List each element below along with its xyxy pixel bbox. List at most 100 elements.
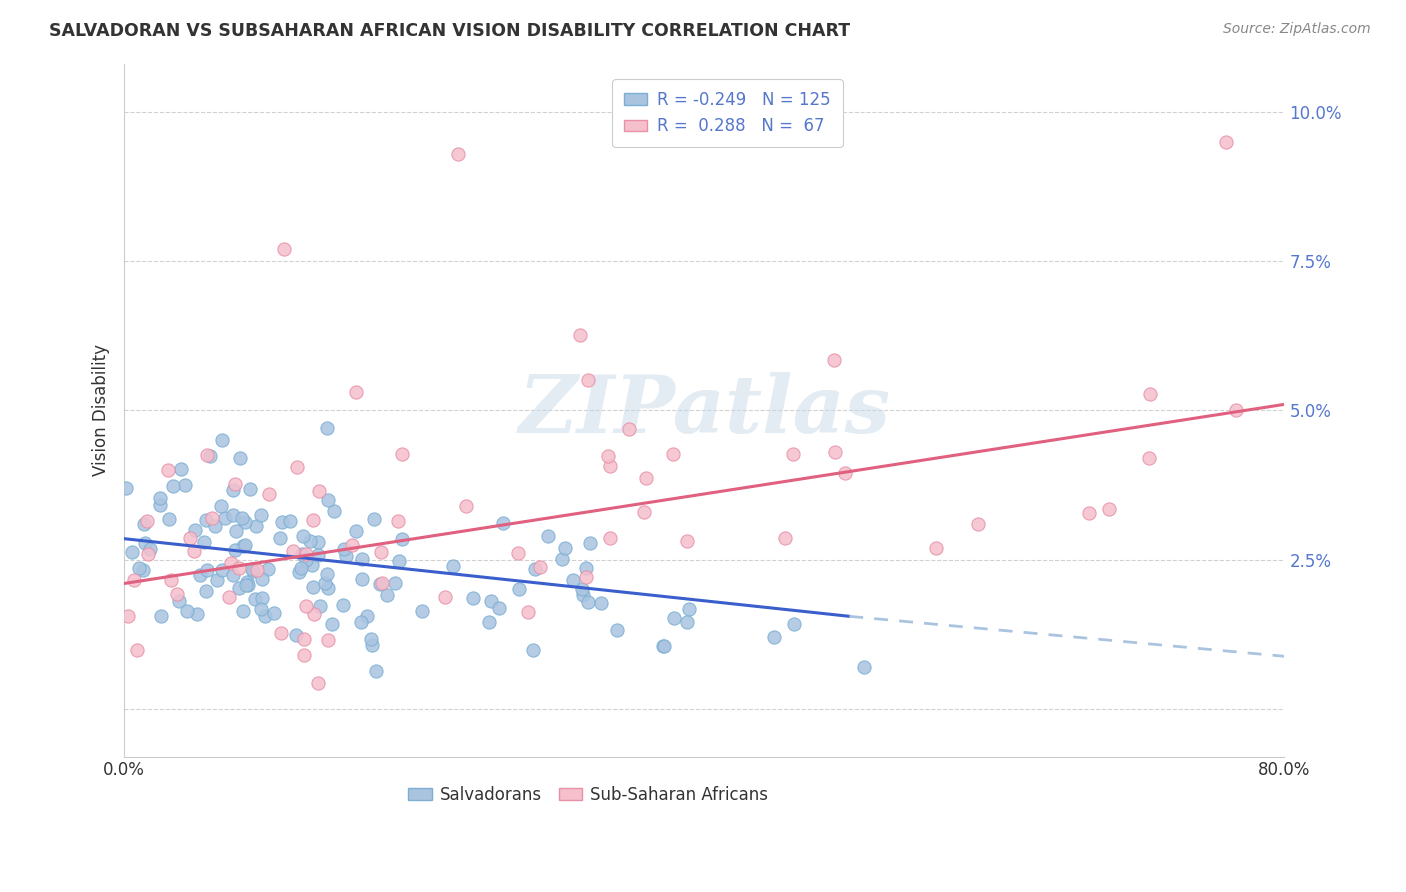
Point [309,599,332,613]
Point [370,575,392,590]
Point [204,519,226,533]
Point [323,504,346,518]
Point [285,460,308,475]
Point [307,675,329,690]
Point [245,591,267,606]
Point [207,573,229,587]
Point [135,514,157,528]
Point [292,648,315,662]
Point [384,575,406,590]
Point [211,434,233,448]
Point [291,548,314,562]
Point [925,541,948,555]
Point [232,539,254,553]
Point [316,633,339,648]
Point [270,626,292,640]
Point [174,478,197,492]
Point [270,516,292,530]
Point [1098,502,1121,516]
Point [308,484,330,499]
Point [463,591,485,606]
Point [211,562,233,576]
Point [561,573,583,587]
Point [356,609,378,624]
Point [150,608,173,623]
Point [179,531,201,545]
Point [170,462,193,476]
Point [263,606,285,620]
Point [239,482,262,496]
Point [676,534,699,549]
Point [762,630,785,644]
Point [391,447,413,461]
Point [447,146,470,161]
Point [606,624,628,638]
Point [224,542,246,557]
Point [283,543,305,558]
Point [167,594,190,608]
Point [598,449,620,463]
Point [232,603,254,617]
Point [250,508,273,522]
Point [254,609,277,624]
Point [370,545,392,559]
Point [834,466,856,480]
Point [235,578,257,592]
Point [273,242,295,256]
Point [1078,506,1101,520]
Text: SALVADORAN VS SUBSAHARAN AFRICAN VISION DISABILITY CORRELATION CHART: SALVADORAN VS SUBSAHARAN AFRICAN VISION … [49,22,851,40]
Point [117,609,139,624]
Point [290,561,312,575]
Point [222,483,245,498]
Point [314,576,336,591]
Point [292,632,315,646]
Point [576,595,599,609]
Point [388,554,411,568]
Point [443,559,465,574]
Point [307,548,329,562]
Point [250,591,273,605]
Point [391,533,413,547]
Point [291,528,314,542]
Point [246,563,269,577]
Point [194,584,217,599]
Point [162,479,184,493]
Point [122,573,145,587]
Y-axis label: Vision Disability: Vision Disability [93,344,110,476]
Point [224,476,246,491]
Point [193,534,215,549]
Point [506,545,529,559]
Point [508,582,530,596]
Point [350,615,373,629]
Point [228,582,250,596]
Point [198,449,221,463]
Point [228,561,250,575]
Point [209,500,232,514]
Point [219,556,242,570]
Point [368,577,391,591]
Point [231,510,253,524]
Point [411,604,433,618]
Point [222,567,245,582]
Point [136,547,159,561]
Point [245,519,267,533]
Point [269,531,291,545]
Point [302,513,325,527]
Point [190,567,212,582]
Point [225,524,247,539]
Text: Source: ZipAtlas.com: Source: ZipAtlas.com [1223,22,1371,37]
Point [652,639,675,653]
Point [280,514,302,528]
Point [350,572,373,586]
Point [138,541,160,556]
Point [295,553,318,567]
Point [824,445,846,459]
Point [554,541,576,555]
Point [236,575,259,590]
Point [186,607,208,621]
Point [288,565,311,579]
Point [654,639,676,653]
Point [335,549,357,563]
Point [634,471,657,485]
Point [157,512,180,526]
